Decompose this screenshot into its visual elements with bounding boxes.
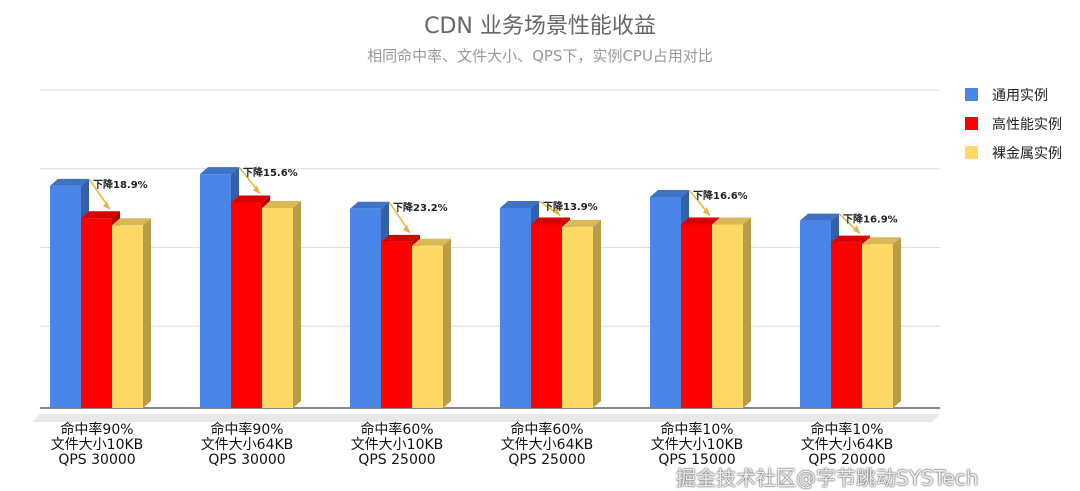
bar-top [681,217,720,225]
chart-subtitle: 相同命中率、文件大小、QPS下，实例CPU占用对比 [367,47,713,65]
bar-side [893,237,901,408]
category-label: QPS 30000 [208,452,285,468]
bar-top [562,219,601,227]
watermark: 掘金技术社区@字节跳动SYSTech [676,466,979,490]
category-label: QPS 15000 [658,452,735,468]
arrow-head [703,207,710,216]
category-label: 文件大小64KB [801,437,894,453]
category-label: QPS 30000 [58,452,135,468]
legend-label: 裸金属实例 [992,145,1062,162]
legend-swatch [965,88,978,101]
legend-item: 高性能实例 [965,109,1062,138]
legend-swatch [965,146,978,159]
bar-top [81,211,120,219]
bar-top [231,195,270,203]
category-label: 命中率60% [360,421,433,438]
bar-top [500,200,539,208]
bar-top [650,189,689,197]
bar [381,241,412,408]
arrow-head [403,224,410,233]
annotation-label: 下降16.9% [843,213,898,226]
bar-side [143,218,151,408]
arrow-head [553,207,560,216]
bar [862,244,893,408]
category-label: 命中率90% [60,421,133,438]
bar [831,242,862,408]
bar-top [712,217,751,225]
bar-side [593,219,601,408]
chart-title: CDN 业务场景性能收益 [424,14,656,39]
bar-side [443,238,451,408]
category-label: 命中率10% [660,421,733,438]
legend: 通用实例 高性能实例 裸金属实例 [965,80,1062,167]
category-label: 文件大小10KB [351,437,444,453]
bar [531,224,562,408]
legend-label: 高性能实例 [992,116,1062,133]
category-label: 命中率10% [810,421,883,438]
bar-side [293,200,301,408]
category-label: 文件大小10KB [51,437,144,453]
bar-top [862,237,901,245]
bar [200,174,231,408]
bar-top [50,178,89,186]
bar-top [412,238,451,246]
bar-top [350,201,389,209]
bar [231,202,262,408]
bar-top [262,200,301,208]
bar-top [831,235,870,243]
arrow-head [853,225,860,234]
category-label: QPS 25000 [508,452,585,468]
bar [562,226,593,408]
bar [350,208,381,408]
legend-label: 通用实例 [992,87,1048,104]
bar-top [381,234,420,242]
category-label: 文件大小64KB [501,437,594,453]
arrow-head [103,201,110,210]
category-label: 命中率90% [210,421,283,438]
bar [81,218,112,408]
annotation-label: 下降18.9% [93,178,148,191]
arrow-head [253,185,260,194]
category-label: QPS 25000 [358,452,435,468]
bar [50,185,81,408]
annotation-label: 下降15.6% [243,166,298,179]
legend-item: 通用实例 [965,80,1062,109]
annotation-label: 下降16.6% [693,189,748,202]
bar [412,245,443,408]
annotation-label: 下降13.9% [543,200,598,213]
annotation-label: 下降23.2% [393,201,448,214]
category-label: 文件大小10KB [651,437,744,453]
category-label: 文件大小64KB [201,437,294,453]
bar [712,224,743,408]
bar [800,220,831,408]
bar [500,207,531,408]
legend-item: 裸金属实例 [965,138,1062,167]
bar-top [200,167,239,175]
bar [681,224,712,408]
bar-top [112,218,151,226]
floor [32,414,940,422]
bar [112,225,143,408]
bar-top [531,217,570,225]
bar-top [800,213,839,221]
legend-swatch [965,117,978,130]
category-label: QPS 20000 [808,452,885,468]
bar-side [743,217,751,408]
bar [262,207,293,408]
bar [650,196,681,408]
category-label: 命中率60% [510,421,583,438]
